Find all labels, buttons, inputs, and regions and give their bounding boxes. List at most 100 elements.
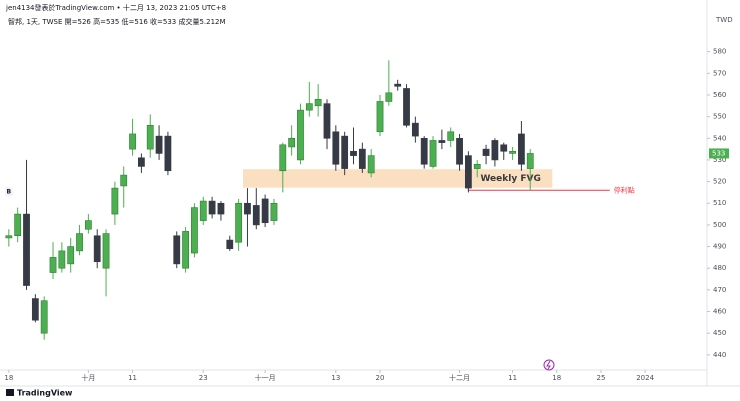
candle-body <box>288 137 296 148</box>
x-tick-label: 十月 <box>81 373 95 382</box>
candle-body <box>14 213 22 237</box>
candle-body <box>31 298 39 321</box>
candle-body <box>129 133 136 150</box>
candle-body <box>235 202 243 243</box>
marker-bg <box>4 187 13 197</box>
candle-body <box>173 235 181 265</box>
y-tick-label: 550 <box>713 113 726 121</box>
y-tick-label: 530 <box>713 156 726 164</box>
y-tick-label: 480 <box>713 264 726 272</box>
candle-body <box>217 202 225 215</box>
candle-body <box>305 103 313 111</box>
candle-body <box>526 153 534 169</box>
candle-body <box>473 163 481 169</box>
candle-body <box>146 124 154 150</box>
candle-body <box>464 155 472 189</box>
candle-body <box>155 135 163 154</box>
candle-body <box>191 207 198 254</box>
fvg-label: Weekly FVG <box>480 174 540 184</box>
candle-body <box>332 131 340 165</box>
candle-body <box>111 187 119 215</box>
y-tick-label: 580 <box>713 48 726 56</box>
y-tick-label: 470 <box>713 286 726 294</box>
y-tick-label: 460 <box>713 308 726 316</box>
candle-body <box>482 148 490 156</box>
candle-body <box>403 88 410 126</box>
candle-body <box>394 83 402 87</box>
candle-body <box>429 140 437 167</box>
candle-body <box>40 300 48 334</box>
candle-body <box>138 157 145 167</box>
y-tick-label: 570 <box>713 69 726 77</box>
candle-body <box>261 198 269 224</box>
candle-body <box>376 101 384 133</box>
x-tick-label: 18 <box>552 374 561 382</box>
fvg-zone <box>243 169 553 188</box>
candle-body <box>270 202 278 221</box>
candle-body <box>314 98 322 107</box>
candle-body <box>323 103 331 139</box>
candle-body <box>199 200 207 221</box>
x-tick-label: 23 <box>199 374 208 382</box>
last-price-label: 533 <box>712 149 725 157</box>
tv-logo <box>6 389 14 396</box>
stop-label: 停利點 <box>614 185 635 194</box>
candle-body <box>420 137 428 165</box>
y-tick-label: 500 <box>713 221 726 229</box>
marker-label: B <box>7 189 12 196</box>
currency: TWD <box>715 16 733 24</box>
candle-body <box>182 231 189 269</box>
event-icon-bolt <box>546 360 551 370</box>
x-tick-label: 18 <box>4 374 13 382</box>
y-tick-label: 510 <box>713 199 726 207</box>
candle-body <box>411 122 419 137</box>
candle-body <box>447 131 455 141</box>
y-tick-label: 490 <box>713 243 726 251</box>
symbol-info: 智邦, 1天, TWSE 開=526 高=535 低=516 收=533 成交量… <box>8 17 226 26</box>
y-tick-label: 560 <box>713 91 726 99</box>
candle-body <box>500 144 508 152</box>
candle-body <box>341 135 349 169</box>
candle-body <box>49 257 57 273</box>
candle-body <box>67 246 75 265</box>
x-tick-label: 11 <box>128 374 137 382</box>
candle-body <box>367 155 375 174</box>
event-icon <box>543 359 555 371</box>
y-tick-label: 440 <box>713 351 726 359</box>
candle-body <box>58 250 66 269</box>
footer-brand: TradingView <box>17 389 73 398</box>
candle-body <box>509 150 516 154</box>
candle-body <box>164 135 172 172</box>
y-tick-label: 520 <box>713 178 726 186</box>
candle-body <box>244 202 251 215</box>
candle-body <box>5 235 13 239</box>
candle-body <box>120 174 128 187</box>
candle-body <box>208 200 216 215</box>
x-tick-label: 20 <box>376 374 385 382</box>
candle-body <box>84 220 92 230</box>
candle-body <box>23 213 30 286</box>
candle-body <box>102 233 110 269</box>
x-tick-label: 2024 <box>636 374 654 382</box>
candle-body <box>385 92 393 102</box>
candle-body <box>279 144 287 172</box>
x-tick-label: 十二月 <box>449 373 470 382</box>
candle-body <box>93 235 101 263</box>
y-tick-label: 450 <box>713 329 726 337</box>
candle-body <box>226 239 234 250</box>
candle-body <box>518 133 525 165</box>
candle-body <box>297 109 304 161</box>
candle-body <box>350 150 357 156</box>
x-tick-label: 13 <box>331 374 340 382</box>
candle-body <box>76 233 83 252</box>
x-tick-label: 十一月 <box>255 373 276 382</box>
candle-body <box>358 148 366 169</box>
candle-body <box>252 205 260 226</box>
x-tick-label: 11 <box>508 374 517 382</box>
y-tick-label: 540 <box>713 134 726 142</box>
candle-body <box>491 140 499 161</box>
last-price-box <box>709 148 729 159</box>
candle-body <box>438 140 446 143</box>
